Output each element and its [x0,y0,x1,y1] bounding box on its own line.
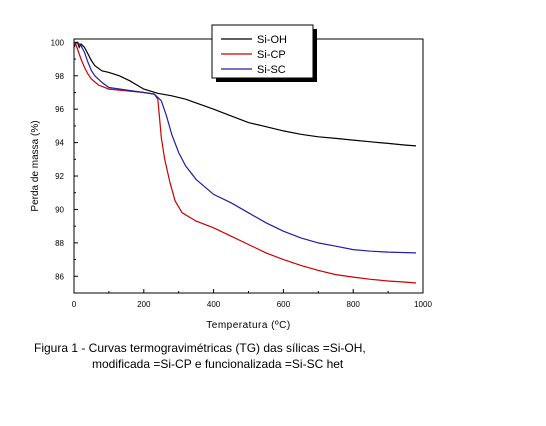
legend-label-si-sc: Si-SC [257,64,286,76]
y-tick-label: 90 [55,205,64,214]
caption-line-2: modificada =Si-CP e funcionalizada =Si-S… [92,357,344,371]
series-line-si-oh [73,41,417,147]
x-axis-label: Temperatura (ºC) [206,320,290,331]
axes: 0 200 400 600 800 1000 86 88 90 92 94 96 98 100 Temper… [30,38,432,331]
y-tick-label: 94 [55,139,64,148]
legend-label-si-oh: Si-OH [257,34,287,46]
series-line-si-cp [73,42,417,284]
y-tick-label: 96 [55,105,64,114]
legend-label-si-cp: Si-CP [257,49,286,61]
y-axis-label: Perda de massa (%) [30,120,41,211]
series-line-si-sc [73,41,417,254]
x-tick-label: 1000 [414,300,432,309]
y-tick-label: 92 [55,172,64,181]
y-tick-label: 98 [55,72,64,81]
caption-line-1: Figura 1 - Curvas termogravimétricas (TG… [34,341,366,355]
x-tick-label: 0 [72,300,77,309]
series-lines [73,41,417,284]
figure-caption: Figura 1 - Curvas termogravimétricas (TG… [34,340,366,372]
x-tick-label: 400 [207,300,221,309]
y-tick-label: 88 [55,239,64,248]
y-tick-label: 86 [55,272,64,281]
x-tick-label: 800 [347,300,361,309]
x-tick-label: 600 [277,300,291,309]
y-tick-label: 100 [51,38,65,47]
legend: Si-OH Si-CP Si-SC [211,24,317,82]
x-tick-label: 200 [137,300,151,309]
